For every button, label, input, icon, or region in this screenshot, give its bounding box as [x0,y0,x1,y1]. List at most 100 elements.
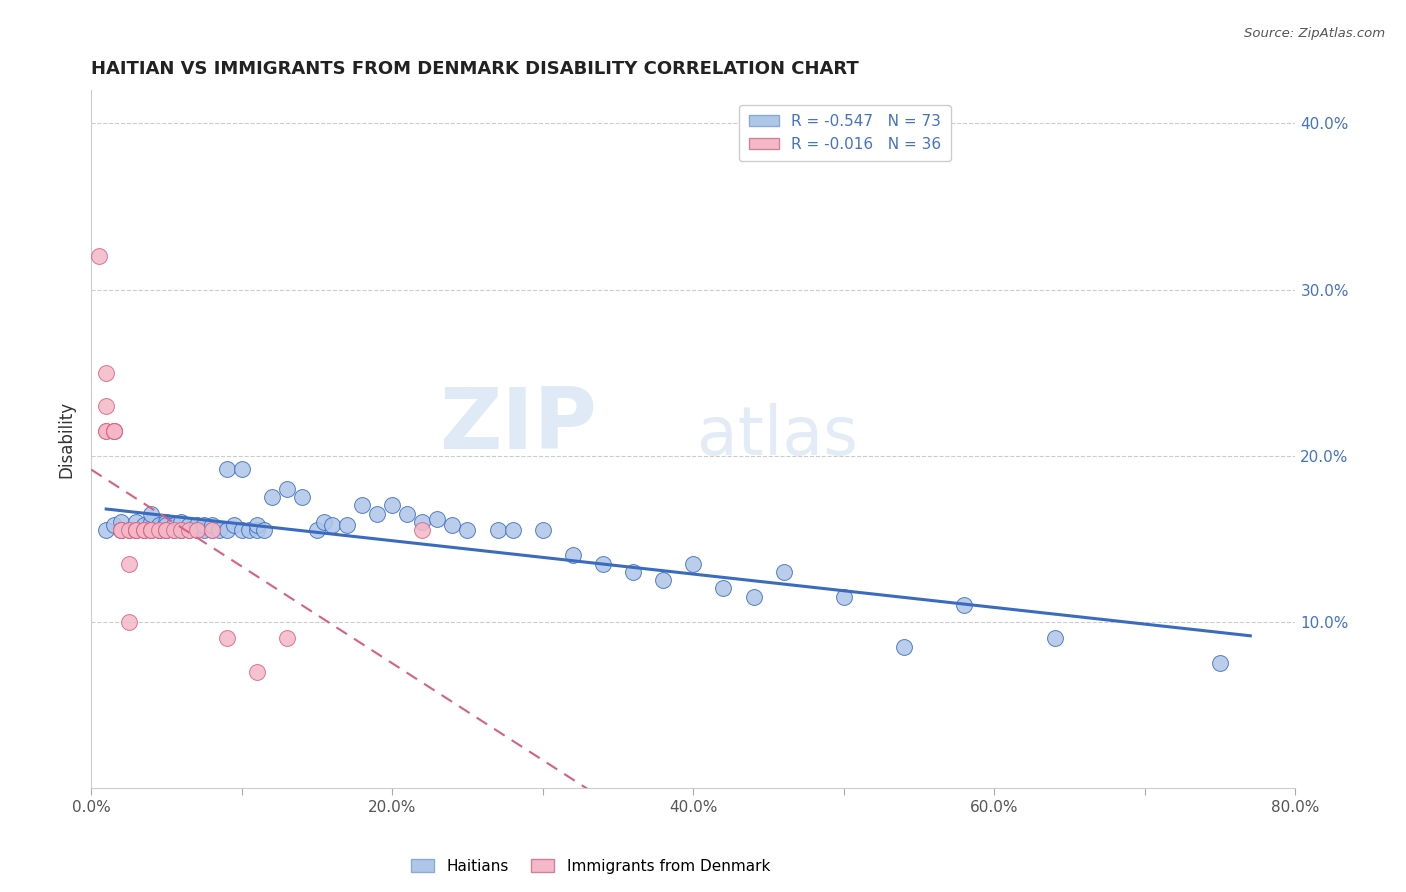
Point [132,524,155,538]
Text: ZIP: ZIP [439,384,598,467]
Point [305,524,328,538]
Point [118,557,141,571]
Point [486,524,509,538]
Point [170,524,193,538]
Point [110,515,132,529]
Point [132,524,155,538]
Point [592,557,614,571]
Point [141,524,163,538]
Point [118,524,141,538]
Point [772,565,794,579]
Point [742,590,765,604]
Point [321,518,343,533]
Point [652,573,675,587]
Point [186,522,208,536]
Point [621,565,644,579]
Point [314,515,336,529]
Point [110,524,132,538]
Point [148,518,170,533]
Text: HAITIAN VS IMMIGRANTS FROM DENMARK DISABILITY CORRELATION CHART: HAITIAN VS IMMIGRANTS FROM DENMARK DISAB… [91,60,859,78]
Point [155,518,177,533]
Point [246,518,269,533]
Legend: R = -0.547   N = 73, R = -0.016   N = 36: R = -0.547 N = 73, R = -0.016 N = 36 [740,105,950,161]
Point [125,524,148,538]
Point [276,482,298,496]
Point [561,548,583,562]
Point [110,524,132,538]
Point [132,518,155,533]
Point [276,632,298,646]
Point [177,524,200,538]
Point [141,507,163,521]
Point [141,515,163,529]
Point [148,524,170,538]
Point [125,524,148,538]
Point [103,424,125,438]
Point [186,518,208,533]
Point [125,524,148,538]
Point [110,524,132,538]
Point [426,512,449,526]
Point [215,462,238,476]
Point [155,524,177,538]
Point [682,557,704,571]
Legend: Haitians, Immigrants from Denmark: Haitians, Immigrants from Denmark [405,853,776,880]
Point [215,632,238,646]
Point [186,524,208,538]
Point [103,424,125,438]
Point [141,524,163,538]
Point [103,424,125,438]
Point [1043,632,1066,646]
Point [336,518,359,533]
Point [170,524,193,538]
Point [163,518,186,533]
Point [103,518,125,533]
Point [177,518,200,533]
Point [96,424,118,438]
Point [155,524,177,538]
Point [200,524,222,538]
Point [125,524,148,538]
Point [441,518,464,533]
Point [148,524,170,538]
Point [502,524,524,538]
Point [96,366,118,380]
Text: Source: ZipAtlas.com: Source: ZipAtlas.com [1244,27,1385,40]
Point [118,524,141,538]
Point [411,515,433,529]
Point [96,524,118,538]
Point [231,462,253,476]
Point [208,524,231,538]
Point [200,518,222,533]
Point [163,524,186,538]
Point [215,524,238,538]
Point [155,524,177,538]
Point [953,598,976,612]
Point [103,424,125,438]
Text: atlas: atlas [697,402,858,468]
Point [381,499,404,513]
Point [396,507,419,521]
Y-axis label: Disability: Disability [58,401,75,477]
Point [177,524,200,538]
Point [110,524,132,538]
Point [291,490,314,504]
Point [193,524,215,538]
Point [141,524,163,538]
Point [253,524,276,538]
Point [148,524,170,538]
Point [246,524,269,538]
Point [531,524,554,538]
Point [155,515,177,529]
Point [118,615,141,629]
Point [352,499,374,513]
Point [186,524,208,538]
Point [96,399,118,413]
Point [155,524,177,538]
Point [893,640,915,654]
Point [163,524,186,538]
Point [832,590,855,604]
Point [125,515,148,529]
Point [246,665,269,679]
Point [200,524,222,538]
